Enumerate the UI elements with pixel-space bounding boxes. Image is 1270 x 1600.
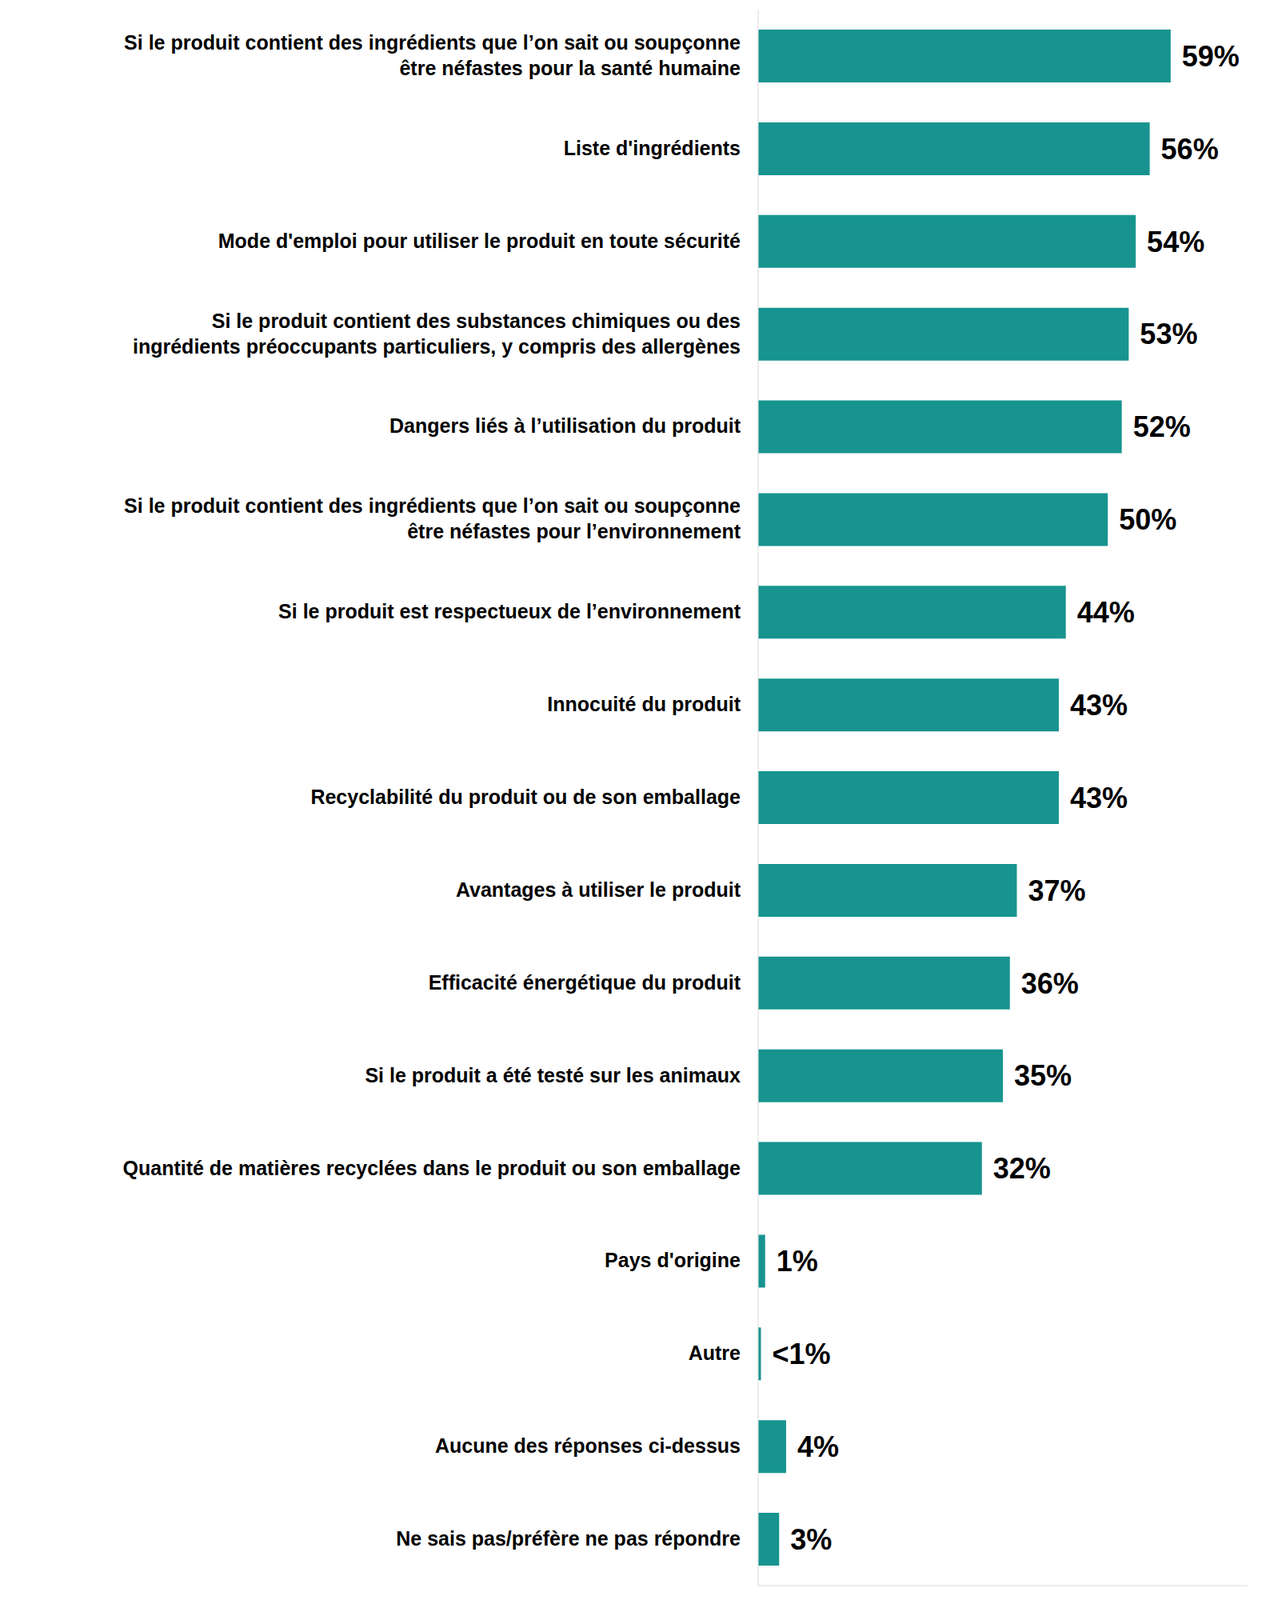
svg-text:Liste d'ingrédients: Liste d'ingrédients [563, 136, 741, 160]
svg-text:3%: 3% [790, 1522, 832, 1556]
svg-text:43%: 43% [1070, 781, 1128, 815]
svg-text:59%: 59% [1182, 39, 1240, 73]
svg-text:Mode d'emploi pour utiliser le: Mode d'emploi pour utiliser le produit e… [218, 229, 741, 252]
svg-text:1%: 1% [776, 1244, 819, 1278]
svg-text:Ne sais pas/préfère ne pas rép: Ne sais pas/préfère ne pas répondre [395, 1526, 741, 1550]
svg-text:43%: 43% [1070, 688, 1128, 722]
svg-text:Si le produit contient des sub: Si le produit contient des substances ch… [132, 309, 741, 358]
svg-text:Si le produit contient des ing: Si le produit contient des ingrédients q… [123, 31, 741, 80]
svg-text:Dangers liés à l’utilisation d: Dangers liés à l’utilisation du produit [389, 414, 742, 437]
svg-text:Aucune des réponses ci-dessus: Aucune des réponses ci-dessus [435, 1433, 741, 1457]
svg-text:Efficacité énergétique du prod: Efficacité énergétique du produit [428, 970, 742, 994]
svg-text:<1%: <1% [771, 1337, 831, 1370]
svg-text:4%: 4% [797, 1429, 839, 1463]
svg-text:Recyclabilité du produit ou de: Recyclabilité du produit ou de son embal… [310, 785, 741, 808]
svg-text:32%: 32% [993, 1151, 1051, 1185]
svg-text:Innocuité du produit: Innocuité du produit [547, 692, 741, 715]
svg-text:35%: 35% [1014, 1058, 1072, 1092]
svg-text:50%: 50% [1118, 503, 1177, 536]
svg-text:Si le produit est respectueux: Si le produit est respectueux de l’envir… [278, 599, 742, 623]
svg-text:54%: 54% [1146, 225, 1205, 259]
svg-text:Pays d'origine: Pays d'origine [604, 1248, 741, 1271]
svg-text:44%: 44% [1077, 595, 1135, 629]
svg-text:Avantages à utiliser le produi: Avantages à utiliser le produit [455, 878, 742, 901]
svg-text:Autre: Autre [688, 1341, 741, 1364]
svg-text:52%: 52% [1133, 410, 1191, 444]
svg-text:Si le produit contient des ing: Si le produit contient des ingrédients q… [123, 494, 742, 543]
svg-text:56%: 56% [1161, 132, 1219, 166]
svg-text:36%: 36% [1021, 966, 1079, 1000]
svg-text:Quantité de matières recyclées: Quantité de matières recyclées dans le p… [123, 1156, 742, 1179]
svg-text:Si le produit a été testé sur: Si le produit a été testé sur les animau… [364, 1063, 741, 1087]
svg-text:53%: 53% [1139, 317, 1198, 351]
svg-text:37%: 37% [1027, 874, 1086, 907]
